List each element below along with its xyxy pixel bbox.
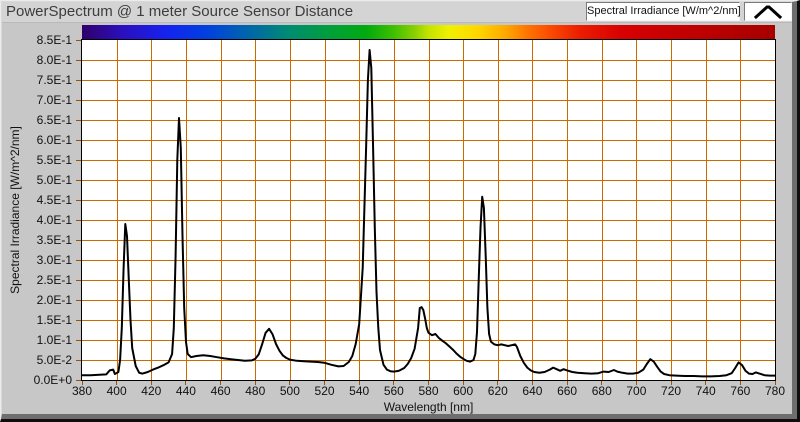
y-tick-mark bbox=[76, 379, 81, 381]
x-tick-label: 460 bbox=[210, 384, 231, 398]
x-tick-label: 600 bbox=[453, 384, 474, 398]
x-tick-mark bbox=[393, 381, 395, 385]
y-tick-label: 2.0E-1 bbox=[36, 293, 72, 307]
x-tick-mark bbox=[635, 381, 637, 385]
x-tick-mark bbox=[324, 381, 326, 385]
x-tick-label: 660 bbox=[557, 384, 578, 398]
x-tick-mark bbox=[462, 381, 464, 385]
y-tick-label: 5.5E-1 bbox=[36, 153, 72, 167]
x-tick-mark bbox=[220, 381, 222, 385]
y-tick-mark bbox=[76, 119, 81, 121]
x-tick-mark bbox=[497, 381, 499, 385]
x-tick-label: 680 bbox=[591, 384, 612, 398]
x-tick-mark bbox=[531, 381, 533, 385]
y-tick-mark bbox=[76, 319, 81, 321]
x-tick-mark bbox=[185, 381, 187, 385]
visible-spectrum-gradient-bar bbox=[82, 25, 775, 40]
y-tick-mark bbox=[76, 179, 81, 181]
x-tick-mark bbox=[81, 381, 83, 385]
y-tick-mark bbox=[76, 79, 81, 81]
y-tick-mark bbox=[76, 239, 81, 241]
x-tick-mark bbox=[150, 381, 152, 385]
y-tick-label: 1.0E-1 bbox=[36, 333, 72, 347]
x-tick-label: 640 bbox=[522, 384, 543, 398]
x-tick-mark bbox=[601, 381, 603, 385]
x-tick-mark bbox=[358, 381, 360, 385]
y-tick-mark bbox=[76, 299, 81, 301]
x-axis-title: Wavelength [nm] bbox=[383, 400, 474, 414]
y-tick-label: 1.5E-1 bbox=[36, 313, 72, 327]
x-tick-mark bbox=[774, 381, 776, 385]
y-tick-label: 0.0E+0 bbox=[33, 373, 72, 387]
x-tick-label: 760 bbox=[730, 384, 751, 398]
y-tick-label: 8.5E-1 bbox=[36, 33, 72, 47]
y-tick-mark bbox=[76, 259, 81, 261]
x-tick-label: 740 bbox=[695, 384, 716, 398]
y-tick-mark bbox=[76, 219, 81, 221]
y-tick-mark bbox=[76, 59, 81, 61]
page-title: PowerSpectrum @ 1 meter Source Sensor Di… bbox=[6, 3, 354, 20]
y-tick-label: 7.5E-1 bbox=[36, 73, 72, 87]
x-tick-label: 700 bbox=[626, 384, 647, 398]
y-tick-mark bbox=[76, 279, 81, 281]
x-tick-mark bbox=[289, 381, 291, 385]
y-tick-label: 4.5E-1 bbox=[36, 193, 72, 207]
y-tick-label: 5.0E-2 bbox=[36, 353, 72, 367]
x-tick-label: 560 bbox=[383, 384, 404, 398]
legend-label[interactable]: Spectral Irradiance [W/m^2/nm] bbox=[586, 2, 741, 21]
x-tick-label: 520 bbox=[314, 384, 335, 398]
x-tick-mark bbox=[254, 381, 256, 385]
x-tick-label: 780 bbox=[764, 384, 786, 398]
x-tick-label: 380 bbox=[71, 384, 93, 398]
x-tick-label: 420 bbox=[141, 384, 162, 398]
y-tick-mark bbox=[76, 159, 81, 161]
y-tick-mark bbox=[76, 39, 81, 41]
y-tick-label: 6.0E-1 bbox=[36, 133, 72, 147]
y-tick-label: 3.0E-1 bbox=[36, 253, 72, 267]
x-tick-mark bbox=[739, 381, 741, 385]
x-tick-label: 480 bbox=[245, 384, 266, 398]
plot-svg bbox=[82, 40, 775, 380]
y-tick-mark bbox=[76, 199, 81, 201]
y-tick-label: 6.5E-1 bbox=[36, 113, 72, 127]
y-tick-label: 5.0E-1 bbox=[36, 173, 72, 187]
x-tick-label: 720 bbox=[661, 384, 682, 398]
y-tick-label: 2.5E-1 bbox=[36, 273, 72, 287]
x-tick-mark bbox=[705, 381, 707, 385]
x-tick-label: 620 bbox=[487, 384, 508, 398]
y-tick-label: 4.0E-1 bbox=[36, 213, 72, 227]
x-tick-label: 580 bbox=[418, 384, 439, 398]
legend-plot-style-button[interactable] bbox=[744, 2, 792, 21]
x-tick-label: 440 bbox=[175, 384, 196, 398]
y-axis-title: Spectral Irradiance [W/m^2/nm] bbox=[8, 126, 22, 294]
y-tick-label: 8.0E-1 bbox=[36, 53, 72, 67]
y-tick-mark bbox=[76, 99, 81, 101]
y-tick-label: 7.0E-1 bbox=[36, 93, 72, 107]
x-tick-mark bbox=[428, 381, 429, 385]
spectral-irradiance-curve bbox=[82, 49, 775, 378]
y-tick-mark bbox=[76, 139, 81, 141]
x-tick-label: 500 bbox=[279, 384, 300, 398]
y-tick-mark bbox=[76, 339, 81, 341]
x-tick-mark bbox=[116, 381, 118, 385]
y-tick-mark bbox=[76, 359, 81, 361]
plot-legend: Spectral Irradiance [W/m^2/nm] bbox=[586, 2, 792, 21]
x-tick-mark bbox=[566, 381, 568, 385]
plot-area bbox=[81, 39, 776, 381]
y-tick-label: 3.5E-1 bbox=[36, 233, 72, 247]
peak-curve-icon bbox=[754, 5, 782, 19]
x-tick-label: 540 bbox=[349, 384, 370, 398]
x-tick-label: 400 bbox=[106, 384, 127, 398]
x-tick-mark bbox=[670, 381, 672, 385]
